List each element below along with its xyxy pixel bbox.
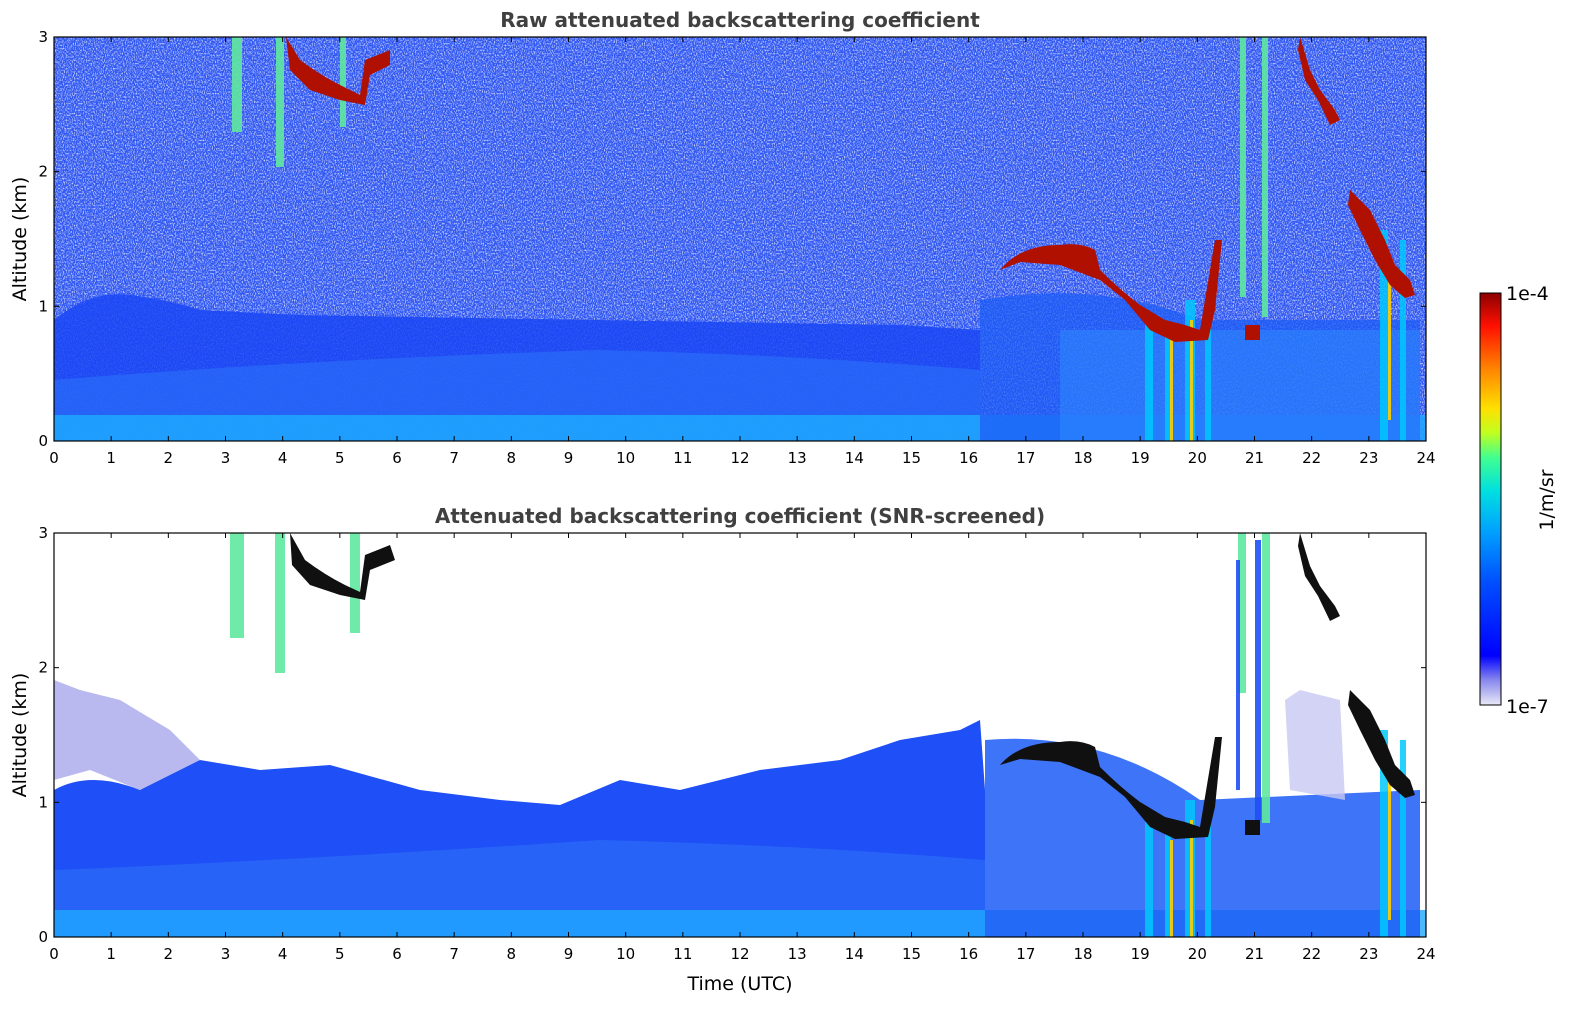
heatmap-image <box>54 533 1426 937</box>
x-tick-label: 13 <box>788 449 807 467</box>
x-tick-label: 14 <box>845 449 864 467</box>
colorbar-gradient <box>1479 292 1502 706</box>
x-tick-label: 3 <box>221 945 231 963</box>
x-axis-label: Time (UTC) <box>686 973 792 995</box>
x-tick-label: 11 <box>673 945 692 963</box>
x-tick-label: 2 <box>164 945 174 963</box>
x-tick-label: 1 <box>106 945 116 963</box>
x-tick-label: 13 <box>788 945 807 963</box>
y-ticks: 0 1 2 3 <box>38 524 1426 946</box>
x-ticks: 0 1 2 3 4 5 6 7 8 9 10 11 12 13 14 15 16 17 18 19 20 21 22 23 24 <box>49 533 1436 963</box>
panel-title: Attenuated backscattering coefficient (S… <box>435 504 1045 528</box>
x-tick-label: 17 <box>1016 449 1035 467</box>
colorbar-min-label: 1e-7 <box>1506 696 1549 718</box>
y-tick-label: 2 <box>38 163 48 181</box>
x-tick-label: 16 <box>959 449 978 467</box>
y-tick-label: 3 <box>38 524 48 542</box>
x-tick-label: 23 <box>1359 945 1378 963</box>
x-tick-label: 15 <box>902 945 921 963</box>
y-tick-label: 3 <box>38 28 48 46</box>
colorbar: 1e-4 1e-7 1/m/sr <box>1479 283 1558 718</box>
y-tick-label: 0 <box>38 432 48 450</box>
x-tick-label: 24 <box>1416 945 1435 963</box>
x-tick-label: 0 <box>49 449 59 467</box>
x-tick-label: 6 <box>392 945 402 963</box>
x-tick-label: 10 <box>616 449 635 467</box>
x-tick-label: 2 <box>164 449 174 467</box>
x-tick-label: 7 <box>449 449 459 467</box>
x-tick-label: 18 <box>1073 449 1092 467</box>
x-tick-label: 19 <box>1131 449 1150 467</box>
x-tick-label: 15 <box>902 449 921 467</box>
x-tick-label: 23 <box>1359 449 1378 467</box>
panel-screened: Attenuated backscattering coefficient (S… <box>9 504 1436 995</box>
y-tick-label: 1 <box>38 793 48 811</box>
panel-raw: Raw attenuated backscattering coefficien… <box>9 8 1436 467</box>
x-tick-label: 11 <box>673 449 692 467</box>
x-tick-label: 4 <box>278 945 288 963</box>
x-tick-label: 9 <box>564 945 574 963</box>
x-tick-label: 17 <box>1016 945 1035 963</box>
x-tick-label: 8 <box>507 945 517 963</box>
x-tick-label: 14 <box>845 945 864 963</box>
x-tick-label: 24 <box>1416 449 1435 467</box>
x-tick-label: 12 <box>730 449 749 467</box>
colorbar-unit-label: 1/m/sr <box>1536 469 1558 530</box>
x-tick-label: 22 <box>1302 945 1321 963</box>
x-tick-label: 4 <box>278 449 288 467</box>
x-tick-label: 20 <box>1188 945 1207 963</box>
y-axis-label: Altitude (km) <box>9 177 31 302</box>
x-tick-label: 0 <box>49 945 59 963</box>
x-tick-label: 8 <box>507 449 517 467</box>
y-tick-label: 1 <box>38 297 48 315</box>
x-tick-label: 22 <box>1302 449 1321 467</box>
x-tick-label: 12 <box>730 945 749 963</box>
x-tick-label: 9 <box>564 449 574 467</box>
x-ticks: 0 1 2 3 4 5 6 7 8 9 10 11 12 13 14 15 16 17 18 19 20 21 22 23 24 <box>49 37 1436 467</box>
x-tick-label: 10 <box>616 945 635 963</box>
x-tick-label: 19 <box>1131 945 1150 963</box>
y-ticks: 0 1 2 3 <box>38 28 1426 450</box>
x-tick-label: 16 <box>959 945 978 963</box>
x-tick-label: 5 <box>335 449 345 467</box>
x-tick-label: 7 <box>449 945 459 963</box>
x-tick-label: 21 <box>1245 449 1264 467</box>
x-tick-label: 5 <box>335 945 345 963</box>
x-tick-label: 1 <box>106 449 116 467</box>
x-tick-label: 6 <box>392 449 402 467</box>
y-tick-label: 0 <box>38 928 48 946</box>
y-axis-label: Altitude (km) <box>9 673 31 798</box>
panel-title: Raw attenuated backscattering coefficien… <box>500 8 980 32</box>
x-tick-label: 20 <box>1188 449 1207 467</box>
x-tick-label: 18 <box>1073 945 1092 963</box>
x-tick-label: 21 <box>1245 945 1264 963</box>
colorbar-max-label: 1e-4 <box>1506 283 1549 305</box>
x-tick-label: 3 <box>221 449 231 467</box>
heatmap-image <box>54 37 1426 441</box>
y-tick-label: 2 <box>38 659 48 677</box>
